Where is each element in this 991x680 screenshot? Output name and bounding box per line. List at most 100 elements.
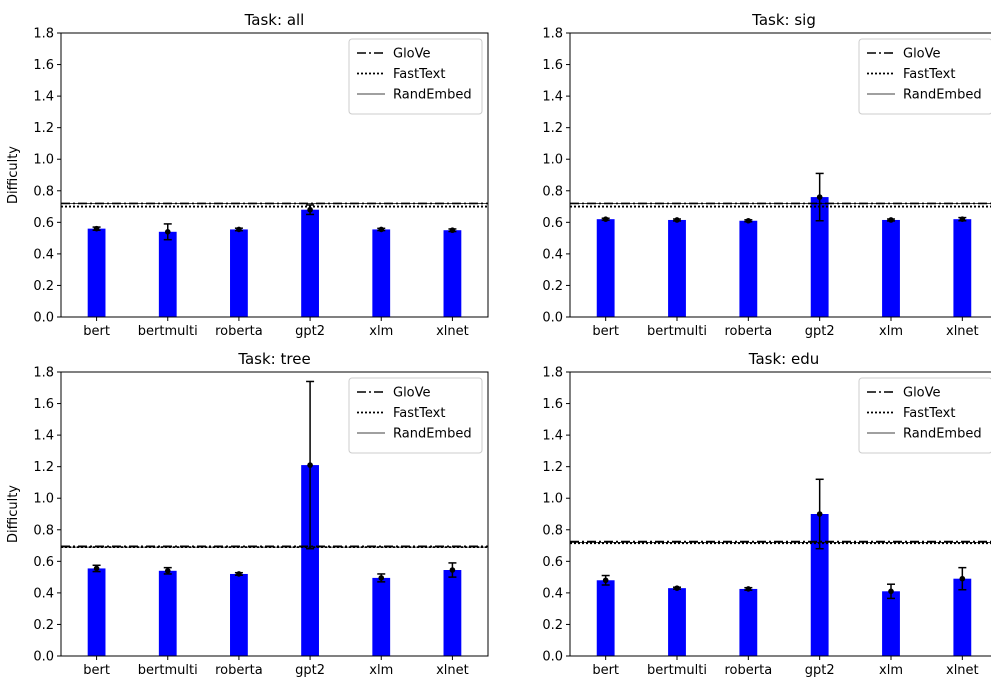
bar-gpt2 — [301, 209, 319, 317]
legend-label-glove: GloVe — [903, 47, 941, 62]
legend-box — [858, 38, 991, 115]
bar-xlm — [882, 219, 900, 317]
x-tick-label: xlnet — [436, 663, 469, 678]
mean-marker-xlm — [888, 217, 894, 223]
y-tick-label: 0.0 — [542, 650, 563, 665]
mean-marker-gpt2 — [816, 194, 823, 200]
y-tick-label: 1.4 — [33, 429, 54, 444]
x-tick-label: bertmulti — [647, 663, 707, 678]
mean-marker-bert — [93, 225, 100, 232]
legend: GloVe FastText RandEmbed — [858, 38, 991, 115]
y-tick-label: 1.8 — [542, 27, 563, 42]
plot-frame — [569, 371, 991, 657]
mean-marker-bertmulti — [164, 229, 171, 235]
legend-box — [858, 377, 991, 454]
bar-bert — [87, 568, 106, 656]
y-tick-label: 0.8 — [33, 184, 54, 199]
legend-label-randembed: RandEmbed — [903, 427, 982, 442]
y-tick-label: 1.6 — [542, 58, 563, 73]
x-tick-label: xlnet — [946, 324, 979, 339]
x-tick-label: roberta — [724, 663, 772, 678]
y-tick-label: 0.2 — [542, 618, 563, 633]
legend-label-fasttext: FastText — [903, 406, 955, 421]
y-tick-label: 1.4 — [33, 90, 54, 105]
legend: GloVe FastText RandEmbed — [348, 38, 483, 115]
bar-xlm — [372, 577, 391, 656]
chart-panel-4: Task: edu 0.0 0.2 0.4 0.6 0.8 1.0 1.2 1.4 1.6 1.8 b… — [542, 350, 991, 678]
y-tick-label: 1.2 — [33, 121, 54, 136]
bar-bertmulti — [668, 219, 686, 317]
y-tick-label: 1.0 — [33, 492, 54, 507]
bar-roberta — [230, 229, 248, 317]
y-tick-label: 0.0 — [33, 650, 54, 665]
mean-marker-xlm — [378, 575, 385, 581]
legend: GloVe FastText RandEmbed — [348, 377, 483, 454]
legend: GloVe FastText RandEmbed — [858, 377, 991, 454]
mean-marker-bertmulti — [674, 585, 680, 591]
y-tick-label: 1.0 — [33, 153, 54, 168]
y-tick-label: 0.6 — [542, 555, 563, 570]
mean-marker-gpt2 — [307, 462, 313, 468]
mean-marker-bert — [602, 577, 609, 584]
x-tick-label: roberta — [215, 663, 263, 678]
mean-marker-bert — [93, 565, 100, 572]
legend-label-randembed: RandEmbed — [903, 88, 982, 103]
chart-title: Task: all — [244, 11, 305, 29]
mean-marker-xlnet — [959, 575, 966, 582]
bar-gpt2 — [301, 465, 319, 656]
x-tick-label: xlm — [879, 663, 903, 678]
y-tick-label: 1.8 — [33, 366, 54, 381]
y-tick-label: 1.2 — [33, 460, 54, 475]
x-tick-label: roberta — [724, 324, 772, 339]
y-tick-label: 0.4 — [542, 247, 563, 262]
mean-marker-xlnet — [449, 227, 456, 234]
mean-marker-gpt2 — [307, 206, 313, 213]
mean-marker-bert — [602, 216, 609, 222]
bar-roberta — [739, 588, 758, 656]
mean-marker-roberta — [745, 217, 752, 224]
legend-label-fasttext: FastText — [393, 406, 445, 421]
legend-label-glove: GloVe — [903, 386, 941, 401]
bar-gpt2 — [810, 514, 829, 656]
y-tick-label: 0.8 — [33, 523, 54, 538]
y-tick-label: 1.2 — [542, 460, 563, 475]
mean-marker-xlm — [378, 226, 385, 233]
legend-box — [348, 377, 483, 454]
chart-title: Task: sig — [751, 11, 816, 29]
bar-xlm — [882, 591, 900, 656]
plot-frame — [60, 32, 489, 318]
mean-marker-gpt2 — [816, 511, 823, 517]
x-tick-label: bertmulti — [138, 324, 198, 339]
legend-label-fasttext: FastText — [903, 67, 955, 82]
y-tick-label: 0.0 — [542, 311, 563, 326]
legend-label-randembed: RandEmbed — [393, 427, 472, 442]
x-tick-label: bert — [83, 663, 110, 678]
y-tick-label: 0.6 — [33, 555, 54, 570]
x-tick-label: bert — [592, 663, 619, 678]
bar-xlnet — [953, 219, 972, 317]
y-tick-label: 1.8 — [33, 27, 54, 42]
x-tick-label: gpt2 — [805, 324, 835, 339]
x-tick-label: roberta — [215, 324, 263, 339]
mean-marker-bertmulti — [674, 217, 680, 223]
legend-label-randembed: RandEmbed — [393, 88, 472, 103]
x-tick-label: xlnet — [436, 324, 469, 339]
y-tick-label: 0.6 — [542, 216, 563, 231]
bar-xlnet — [443, 230, 462, 317]
y-tick-label: 0.0 — [33, 311, 54, 326]
y-tick-label: 0.4 — [33, 586, 54, 601]
y-tick-label: 0.2 — [33, 279, 54, 294]
x-tick-label: bertmulti — [138, 663, 198, 678]
y-tick-label: 1.6 — [33, 397, 54, 412]
mean-marker-bertmulti — [164, 568, 171, 574]
x-tick-label: gpt2 — [295, 663, 325, 678]
legend-box — [348, 38, 483, 115]
mean-marker-xlnet — [959, 216, 966, 222]
mean-marker-xlnet — [449, 567, 456, 573]
y-tick-label: 0.4 — [33, 247, 54, 262]
y-tick-label: 1.0 — [542, 492, 563, 507]
y-tick-label: 1.4 — [542, 90, 563, 105]
bar-xlnet — [443, 570, 462, 656]
mean-marker-roberta — [236, 226, 242, 233]
